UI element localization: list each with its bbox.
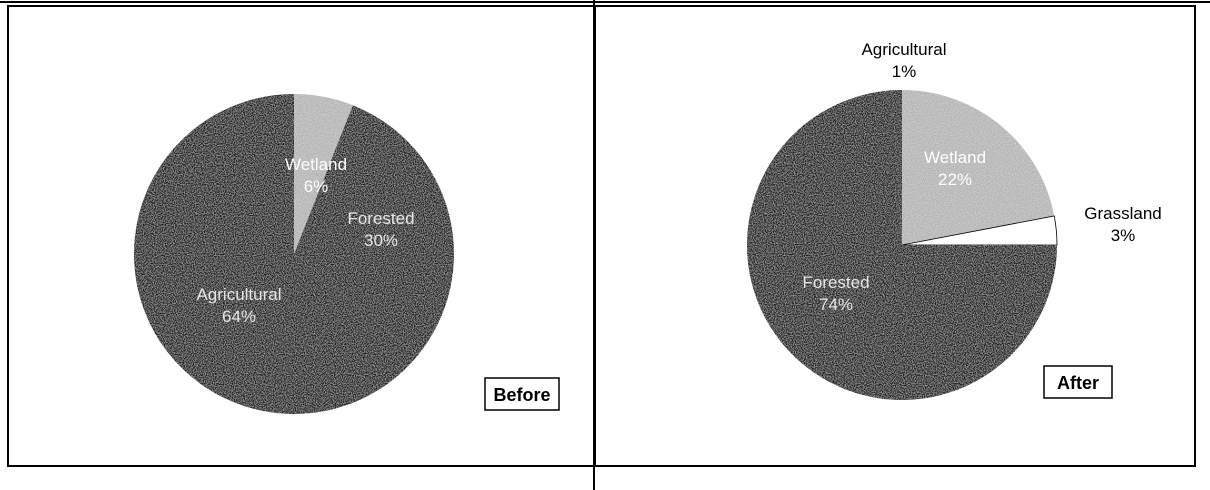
slice-percent-agricultural-after: 1%	[892, 62, 917, 81]
slice-label-agricultural-after: Agricultural	[861, 40, 946, 59]
tag-before-text: Before	[493, 385, 550, 405]
slice-percent-forested-after: 74%	[819, 295, 853, 314]
slice-percent-forested-before: 30%	[364, 231, 398, 250]
slice-label-wetland-before: Wetland	[285, 155, 347, 174]
pie-slice-wetland-before	[294, 94, 353, 254]
pie-slice-agricultural-before	[133, 94, 418, 415]
tag-after: After	[1043, 365, 1113, 399]
slice-label-agricultural-before: Agricultural	[196, 285, 281, 304]
pie-labels-before: Wetland 6% Forested 30% Agricultural 64%	[196, 155, 414, 326]
pie-slice-agricultural-after	[892, 90, 902, 245]
slice-percent-grassland-after: 3%	[1111, 226, 1136, 245]
pie-chart-before	[133, 94, 454, 415]
pie-slice-grassland-after	[901, 215, 1058, 246]
slice-percent-wetland-after: 22%	[938, 170, 972, 189]
pie-labels-after: Agricultural 1% Wetland 22% Grassland 3%…	[802, 40, 1161, 314]
tag-after-text: After	[1057, 373, 1099, 393]
slice-label-forested-after: Forested	[802, 273, 869, 292]
tag-before: Before	[484, 377, 560, 411]
pie-slice-wetland-after	[902, 90, 1055, 245]
slice-label-grassland-after: Grassland	[1084, 204, 1161, 223]
slice-label-wetland-after: Wetland	[924, 148, 986, 167]
slice-percent-agricultural-before: 64%	[222, 307, 256, 326]
slice-label-forested-before: Forested	[347, 209, 414, 228]
slice-percent-wetland-before: 6%	[304, 177, 329, 196]
pie-chart-after	[746, 90, 1058, 401]
pie-slice-forested-before	[294, 105, 454, 356]
pie-slice-forested-after	[746, 90, 1058, 401]
